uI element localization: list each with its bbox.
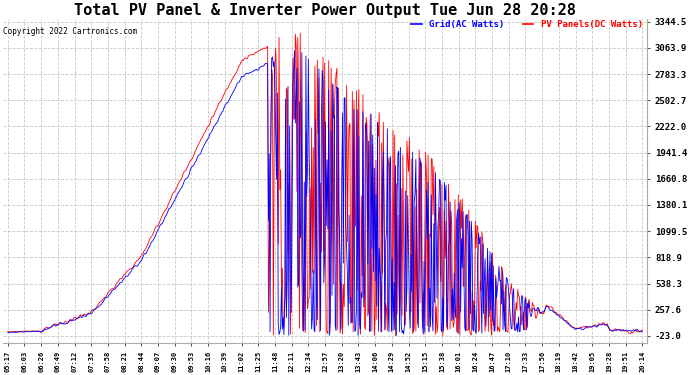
Title: Total PV Panel & Inverter Power Output Tue Jun 28 20:28: Total PV Panel & Inverter Power Output T… — [74, 3, 576, 18]
Text: Copyright 2022 Cartronics.com: Copyright 2022 Cartronics.com — [3, 27, 137, 36]
Legend: Grid(AC Watts), PV Panels(DC Watts): Grid(AC Watts), PV Panels(DC Watts) — [411, 20, 643, 29]
